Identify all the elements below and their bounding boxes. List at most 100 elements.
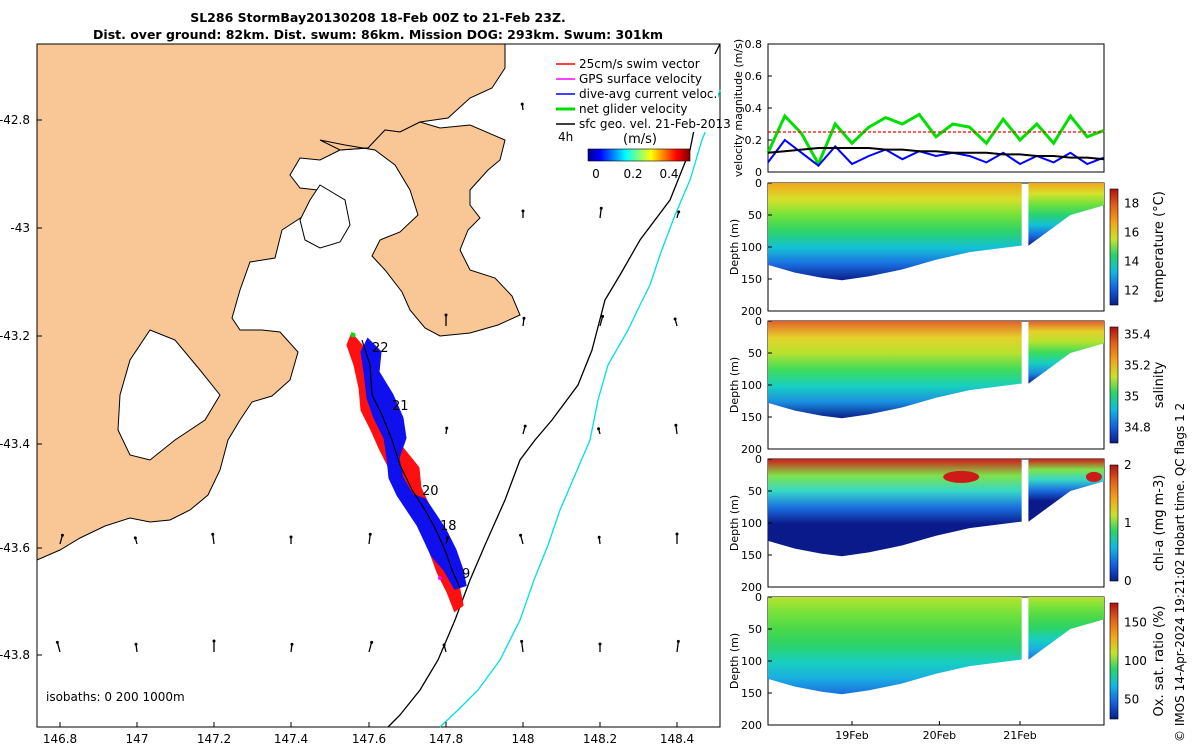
colorbar-unit: (m/s) <box>623 132 657 147</box>
depth-tick-label: 0 <box>755 591 762 604</box>
colorbar-tick-label: 2 <box>1124 458 1132 472</box>
velocity-y-tick-label: 0.8 <box>745 38 763 51</box>
colorbar-tick-label: 12 <box>1124 284 1139 298</box>
depth-axis-label: Depth (m) <box>728 219 741 275</box>
geo-arrow-head <box>676 639 680 643</box>
map-x-tick-label: 147 <box>126 732 149 746</box>
map-y-tick-label: -43 <box>10 221 30 235</box>
geo-arrow-head <box>597 535 601 539</box>
depth-tick-label: 100 <box>741 241 762 254</box>
depth-tick-label: 200 <box>741 581 762 594</box>
track-blue-current <box>360 337 467 590</box>
colorbar-gradient <box>587 148 691 162</box>
map-x-tick-label: 147.4 <box>274 732 308 746</box>
map-x-tick-label: 147.8 <box>429 732 463 746</box>
depth-axis-label: Depth (m) <box>728 495 741 551</box>
profile-data-region <box>768 597 1027 695</box>
map-x-tick-label: 148 <box>512 732 535 746</box>
geo-arrow-head <box>445 426 449 430</box>
depth-tick-label: 100 <box>741 655 762 668</box>
geo-arrow <box>520 641 524 653</box>
legend-box <box>532 54 718 132</box>
velocity-y-tick-label: 0.6 <box>745 70 763 83</box>
geo-arrow <box>59 535 64 545</box>
profile-data-region <box>1028 459 1104 522</box>
depth-tick-label: 100 <box>741 517 762 530</box>
profile-colorbar <box>1109 188 1119 306</box>
map-x-tick-label: 148.4 <box>660 732 694 746</box>
geo-arrow-head <box>211 532 215 536</box>
velocity-y-tick-label: 0 <box>755 166 762 179</box>
legend-label: GPS surface velocity <box>579 72 702 86</box>
profile-data-region <box>768 183 1027 281</box>
map-x-tick-label: 147.6 <box>352 732 386 746</box>
legend-label: sfc geo. vel. 21-Feb-2013 <box>579 117 731 131</box>
map-x-axis: 146.8 147 147.2 147.4 147.6 147.8 148 148.2 148.… <box>43 722 694 746</box>
map-y-tick-label: -43.6 <box>0 541 30 555</box>
profile-colorbar <box>1109 326 1119 444</box>
track-start-green <box>350 332 356 338</box>
profile-data-region <box>1028 321 1104 384</box>
velocity-series-line <box>767 147 1105 161</box>
profile-panel: 0 50 100 150 200 Depth (m) 0 1 2 chl-a (mg m-3) <box>728 453 1167 594</box>
profile-colorbar <box>1109 602 1119 720</box>
geo-arrow-head <box>368 532 372 536</box>
geo-arrow <box>676 641 680 653</box>
geo-arrow-head <box>601 314 605 318</box>
geo-arrow-head <box>521 209 525 213</box>
geo-arrow-head <box>442 643 446 647</box>
legend-label: net glider velocity <box>579 102 687 116</box>
geo-arrow-head <box>599 206 603 210</box>
colorbar-tick: 0 <box>592 167 600 181</box>
colorbar-tick-label: 34.8 <box>1124 421 1151 435</box>
geo-arrow-head <box>60 533 64 537</box>
geo-arrow-head <box>520 639 524 643</box>
depth-tick-label: 200 <box>741 305 762 318</box>
legend-tag: 4h <box>558 130 573 144</box>
geo-arrow-head <box>674 423 678 427</box>
geo-arrow-head <box>520 102 524 106</box>
time-tick-label: 20Feb <box>923 729 956 742</box>
geo-arrow <box>56 642 61 653</box>
depth-tick-label: 150 <box>741 273 762 286</box>
depth-tick-label: 100 <box>741 379 762 392</box>
colorbar-tick-label: 16 <box>1124 226 1139 240</box>
geo-arrow-head <box>597 427 601 431</box>
geo-arrow-head <box>519 533 523 537</box>
depth-tick-label: 50 <box>748 347 762 360</box>
figure-title-line1: SL286 StormBay20130208 18-Feb 00Z to 21-… <box>190 10 566 25</box>
map-x-tick-label: 147.2 <box>197 732 231 746</box>
profile-data-region <box>1028 183 1104 246</box>
map-y-axis: -42.8 -43 -43.2 -43.4 -43.6 -43.8 <box>0 113 42 662</box>
colorbar-tick-label: 14 <box>1124 255 1139 269</box>
colorbar-tick-label: 1 <box>1124 516 1132 530</box>
colorbar-tick: 0.2 <box>623 167 642 181</box>
depth-tick-label: 0 <box>755 453 762 466</box>
geo-arrow-head <box>677 210 681 214</box>
profile-data-region <box>1028 597 1104 660</box>
footer-vertical: © IMOS 14-Apr-2024 19:21:02 Hobart time.… <box>1173 403 1187 742</box>
profile-data-region <box>768 459 1027 557</box>
geo-arrow-head <box>675 532 679 536</box>
geo-arrow-head <box>598 642 602 646</box>
geo-arrow-head <box>289 535 293 539</box>
profile-data-region <box>768 321 1027 419</box>
colorbar-tick-label: 50 <box>1124 693 1139 707</box>
chl-max-patch <box>1085 471 1102 482</box>
isobath-label: isobaths: 0 200 1000m <box>46 690 185 704</box>
track-day-label: 22 <box>372 341 389 356</box>
colorbar-tick-label: 35.2 <box>1124 359 1151 373</box>
depth-tick-label: 0 <box>755 177 762 190</box>
track-black-line <box>361 339 461 589</box>
depth-tick-label: 50 <box>748 209 762 222</box>
depth-tick-label: 150 <box>741 411 762 424</box>
geo-arrow-head <box>212 639 216 643</box>
colorbar-tick-label: 0 <box>1124 574 1132 588</box>
land-bay-inner <box>117 329 221 461</box>
depth-tick-label: 50 <box>748 485 762 498</box>
velocity-series-line <box>766 112 1105 168</box>
map-y-tick-label: -43.4 <box>0 437 30 451</box>
